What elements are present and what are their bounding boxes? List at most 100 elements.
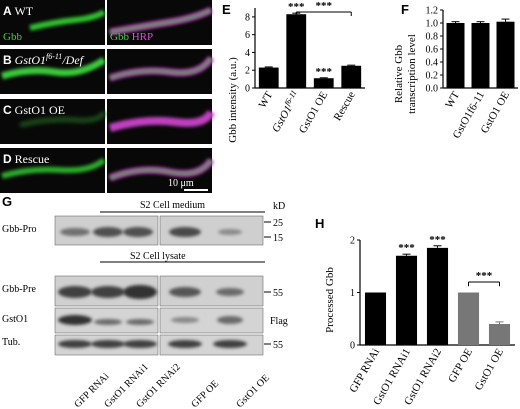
chart-h-ylabel: Processed Gbb xyxy=(324,267,336,333)
chartF-bar-1 xyxy=(446,23,465,88)
chartH-xtick-label: GstO1 OE xyxy=(473,346,507,392)
chartE-ytick-label: 8 xyxy=(245,12,250,23)
chartH-ytick-label: 0 xyxy=(350,341,355,352)
chart-f: F 0.00.20.40.60.81.01.2WTGstO1f6-11GstO1… xyxy=(393,2,518,141)
gbb-signal-d xyxy=(1,157,106,179)
blot-r4-right xyxy=(159,334,264,356)
merge-gbb-a xyxy=(109,8,212,34)
chartF-bar-3 xyxy=(496,21,515,89)
chartF-ytick-label: 0.0 xyxy=(426,84,439,95)
band-r4-1 xyxy=(58,340,92,348)
blot-row-tub: Tub. xyxy=(2,337,20,348)
band-r2-2 xyxy=(91,286,125,298)
band-r4-2 xyxy=(91,340,125,348)
chartH-ytick-label: 2 xyxy=(350,236,355,247)
chartE-xtick-label: GstO1 OE xyxy=(297,89,331,135)
micro-gbb-label: Gbb xyxy=(3,31,22,43)
chartF-ytick-label: 0.8 xyxy=(426,32,439,43)
chart-e-ylabel: Gbb intensity (a.u.) xyxy=(227,57,239,143)
band-r2-3 xyxy=(123,285,157,299)
blot-group-lysate: S2 Cell lysate xyxy=(130,251,186,262)
band-r3-5 xyxy=(217,316,243,324)
chartE-xtick-label: Rescue xyxy=(332,89,358,123)
panel-letter-f: F xyxy=(401,2,409,17)
chartF-xtick-label: WT xyxy=(443,89,462,110)
panel-letter-h: H xyxy=(315,216,324,231)
chartH-xtick-label: GFP RNAi xyxy=(347,347,382,395)
chartH-bar-2 xyxy=(395,255,418,345)
blot-row-gsto1: GstO1 xyxy=(2,314,28,325)
chartH-xtick-label: GFP OE xyxy=(446,346,475,384)
chartF-ytick-label: 1.0 xyxy=(426,19,439,30)
band-r3-2 xyxy=(94,319,122,325)
western-blot: G S2 Cell medium kD Gbb-Pro 25 15 S2 Cel… xyxy=(2,194,288,409)
chartH-bar-4 xyxy=(457,292,480,345)
band-r1-2 xyxy=(93,227,123,237)
chartH-ytick-label: 1 xyxy=(350,288,355,299)
lane-label-5: GstO1 OE xyxy=(234,373,271,409)
chart-f-ylabel: Relative Gbbtranscription level xyxy=(393,34,418,114)
blot-row-gbb-pro: Gbb-Pro xyxy=(2,224,36,235)
chartE-ytick-label: 4 xyxy=(245,48,250,59)
merge-gbb-d xyxy=(109,159,213,180)
micro-a-label: A WT xyxy=(3,4,34,18)
lane-label-4: GFP OE xyxy=(189,378,221,409)
chartE-bar-1 xyxy=(258,67,279,88)
microscopy-panels: A WT Gbb Gbb HRP B GstO1f6-11/Def C GstO… xyxy=(0,0,215,193)
chartF-ytick-label: 0.2 xyxy=(426,71,439,82)
band-r3-3 xyxy=(126,319,154,325)
micro-d-label: D Rescue xyxy=(3,152,49,166)
chartH-bar-1 xyxy=(364,292,387,345)
micro-b-label: B GstO1f6-11/Def xyxy=(3,52,85,67)
chartH-bar-5 xyxy=(488,324,511,345)
band-r1-1 xyxy=(60,228,90,236)
chartE-ytick-label: 6 xyxy=(245,30,250,41)
blot-unit: kD xyxy=(273,201,285,212)
scale-bar-label: 10 μm xyxy=(168,178,194,189)
marker-15: 15 xyxy=(273,233,283,244)
chartE-ytick-label: 0 xyxy=(245,84,250,95)
chartE-bar-2 xyxy=(286,14,307,89)
band-r2-4 xyxy=(169,287,201,297)
gbb-signal-c xyxy=(19,110,107,128)
chart-e-sig-3: *** xyxy=(316,0,333,12)
hrp-signal-c xyxy=(108,110,215,132)
band-r4-4 xyxy=(168,340,202,348)
band-r3-4 xyxy=(171,317,199,323)
band-r1-5 xyxy=(218,229,242,235)
micro-c-label: C GstO1 OE xyxy=(3,103,65,117)
chartF-ytick-label: 0.4 xyxy=(426,58,439,69)
chartF-ytick-label: 0.6 xyxy=(426,45,439,56)
chart-e: E Gbb intensity (a.u.) 02468WTGstO1f6-11… xyxy=(222,0,365,143)
chartF-bar-2 xyxy=(471,23,490,88)
band-r4-5 xyxy=(213,340,247,348)
marker-55b: 55 xyxy=(273,340,283,351)
micro-merge-label: Gbb HRP xyxy=(110,31,153,43)
chartF-ytick-label: 1.2 xyxy=(426,6,439,17)
marker-25: 25 xyxy=(273,218,283,229)
blot-row-gbb-pre: Gbb-Pre xyxy=(2,284,36,295)
chartE-xtick-label: WT xyxy=(256,89,275,110)
band-r2-1 xyxy=(58,286,92,298)
panel-letter-g: G xyxy=(2,194,12,209)
band-r3-1 xyxy=(58,315,92,325)
chart-h-sig-1: *** xyxy=(398,242,415,254)
marker-flag: Flag xyxy=(270,316,288,327)
gbb-signal-b xyxy=(1,57,106,80)
chart-h-sig-2: *** xyxy=(429,234,446,246)
merge-gbb-b xyxy=(109,57,213,80)
chart-e-sig-1: *** xyxy=(288,1,305,13)
band-r2-5 xyxy=(216,288,244,296)
chartE-bar-3 xyxy=(313,78,334,88)
band-r1-4 xyxy=(169,227,201,237)
chartE-ytick-label: 2 xyxy=(245,66,250,77)
marker-55a: 55 xyxy=(273,288,283,299)
blot-group-medium: S2 Cell medium xyxy=(140,200,205,211)
panel-letter-e: E xyxy=(222,2,231,17)
chartE-bar-4 xyxy=(341,65,362,88)
chart-e-sig-2: *** xyxy=(316,66,333,78)
gbb-signal-a xyxy=(29,9,106,31)
chartH-bar-3 xyxy=(426,247,449,345)
chart-h-sig-3: *** xyxy=(476,270,493,282)
